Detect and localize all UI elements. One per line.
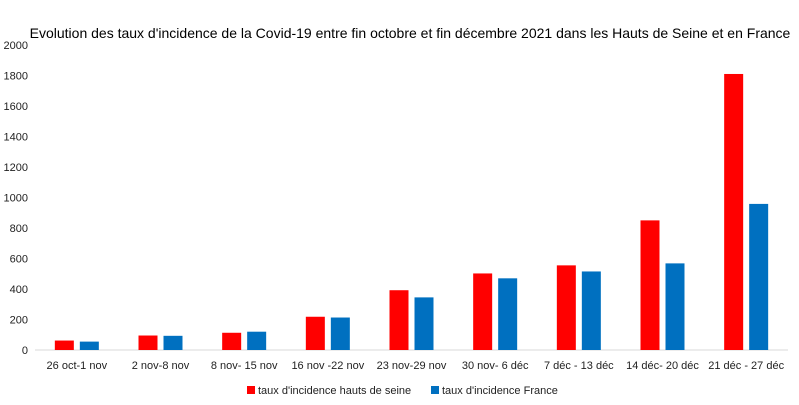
- legend-swatch: [247, 386, 255, 394]
- bar-france: [79, 341, 99, 350]
- y-tick-label: 200: [10, 315, 28, 327]
- bar-hauts-de-seine: [138, 335, 158, 350]
- x-tick-label: 23 nov-29 nov: [377, 360, 447, 372]
- legend-label: taux d'incidence hauts de seine: [258, 385, 411, 397]
- bar-hauts-de-seine: [305, 316, 325, 350]
- bar-france: [581, 271, 601, 350]
- bar-hauts-de-seine: [222, 332, 242, 350]
- bars: [54, 73, 769, 350]
- x-tick-label: 26 oct-1 nov: [47, 360, 108, 372]
- legend: taux d'incidence hauts de seine taux d'in…: [247, 385, 558, 397]
- y-tick-label: 800: [10, 223, 28, 235]
- y-tick-label: 1000: [4, 193, 28, 205]
- x-tick-label: 30 nov- 6 déc: [462, 360, 529, 372]
- bar-hauts-de-seine: [473, 273, 493, 350]
- x-tick-label: 8 nov- 15 nov: [211, 360, 278, 372]
- bar-hauts-de-seine: [724, 73, 744, 350]
- x-tick-label: 7 déc - 13 déc: [544, 360, 614, 372]
- bar-france: [665, 263, 685, 350]
- chart-title: Evolution des taux d'incidence de la Cov…: [30, 25, 791, 41]
- bar-france: [498, 278, 518, 350]
- y-axis: 0 200 400 600 800 1000 1200 1400 1600 1800 2000: [4, 40, 28, 357]
- bar-hauts-de-seine: [640, 220, 660, 350]
- x-axis: 26 oct-1 nov 2 nov-8 nov 8 nov- 15 nov 16 n…: [35, 349, 788, 372]
- y-tick-label: 1600: [4, 101, 28, 113]
- y-tick-label: 2000: [4, 40, 28, 52]
- legend-label: taux d'incidence France: [442, 385, 558, 397]
- bar-hauts-de-seine: [556, 265, 576, 350]
- x-tick-label: 2 nov-8 nov: [132, 360, 190, 372]
- bar-france: [749, 203, 769, 350]
- x-tick-label: 16 nov -22 nov: [291, 360, 364, 372]
- x-tick-label: 21 déc - 27 déc: [708, 360, 784, 372]
- bar-hauts-de-seine: [54, 340, 74, 350]
- legend-swatch: [431, 386, 439, 394]
- x-tick-label: 14 déc- 20 déc: [626, 360, 699, 372]
- y-tick-label: 400: [10, 284, 28, 296]
- y-tick-label: 1200: [4, 162, 28, 174]
- bar-france: [330, 317, 350, 350]
- bar-france: [163, 335, 183, 350]
- y-tick-label: 600: [10, 254, 28, 266]
- y-tick-label: 1800: [4, 71, 28, 83]
- y-tick-label: 1400: [4, 132, 28, 144]
- bar-france: [247, 331, 267, 350]
- bar-france: [414, 297, 434, 350]
- y-tick-label: 0: [22, 345, 28, 357]
- bar-hauts-de-seine: [389, 290, 409, 350]
